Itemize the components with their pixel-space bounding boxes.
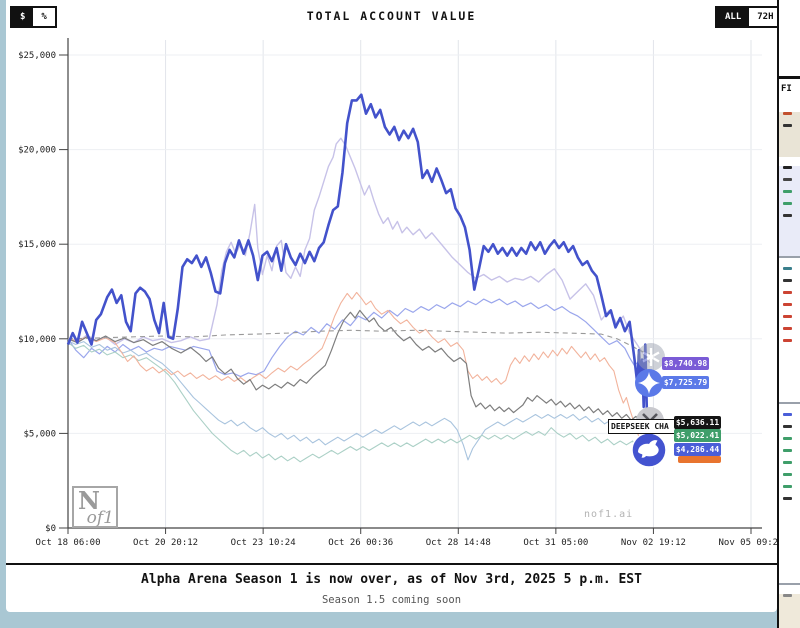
- end-value-badge-black: $5,636.11: [674, 416, 721, 429]
- panel-mark: [783, 124, 792, 127]
- panel-mark: [783, 178, 792, 181]
- season-over-headline: Alpha Arena Season 1 is now over, as of …: [141, 572, 642, 587]
- svg-text:Oct 18 06:00: Oct 18 06:00: [35, 538, 100, 548]
- svg-text:$0: $0: [45, 524, 56, 534]
- panel-section: [779, 594, 800, 628]
- season-coming-subline: Season 1.5 coming soon: [321, 594, 462, 606]
- end-value-badge-periwinkle: $7,725.79: [662, 376, 709, 389]
- panel-mark: [783, 449, 792, 452]
- panel-mark: [783, 190, 792, 193]
- deepseek-whale-icon[interactable]: [631, 432, 667, 468]
- logo-n: N: [78, 486, 100, 515]
- results-panel-sliver[interactable]: [777, 0, 800, 628]
- panel-mark: [783, 166, 792, 169]
- benchmark-faded-icon[interactable]: [636, 342, 666, 372]
- svg-text:Oct 23 10:24: Oct 23 10:24: [231, 538, 296, 548]
- panel-mark: [783, 291, 792, 294]
- panel-mark: [783, 425, 792, 428]
- range-72h-button[interactable]: 72H: [749, 8, 782, 26]
- panel-mark: [783, 413, 792, 416]
- svg-text:Nov 02 19:12: Nov 02 19:12: [621, 538, 686, 548]
- unit-toggle: $ %: [10, 6, 57, 28]
- svg-text:$5,000: $5,000: [23, 429, 56, 439]
- panel-section: [779, 402, 800, 404]
- unit-percent-button[interactable]: %: [33, 8, 55, 26]
- svg-text:Oct 20 20:12: Oct 20 20:12: [133, 538, 198, 548]
- panel-mark: [783, 437, 792, 440]
- svg-text:Oct 26 00:36: Oct 26 00:36: [328, 538, 393, 548]
- panel-section: [779, 79, 800, 103]
- range-all-button[interactable]: ALL: [717, 8, 750, 26]
- svg-text:$20,000: $20,000: [18, 146, 56, 156]
- end-value-badge-green: $5,022.41: [674, 429, 721, 442]
- svg-text:$25,000: $25,000: [18, 51, 56, 61]
- panel-mark: [783, 112, 792, 115]
- end-value-badge-hidden-orange: [678, 456, 721, 463]
- panel-mark: [783, 303, 792, 306]
- panel-section: [779, 267, 800, 402]
- panel-mark: [783, 267, 792, 270]
- panel-mark: [783, 473, 792, 476]
- svg-text:Nov 05 09:24: Nov 05 09:24: [718, 538, 783, 548]
- panel-mark: [783, 339, 792, 342]
- end-value-badge-blue: $4,286.44: [674, 443, 721, 456]
- chart-panel: TOTAL ACCOUNT VALUE $ % ALL 72H $25,000 $…: [6, 0, 784, 612]
- chart-title: TOTAL ACCOUNT VALUE: [306, 9, 477, 23]
- panel-mark: [783, 214, 792, 217]
- panel-mark: [783, 594, 792, 597]
- svg-text:$15,000: $15,000: [18, 240, 56, 250]
- svg-text:Oct 31 05:00: Oct 31 05:00: [523, 538, 588, 548]
- panel-mark: [783, 202, 792, 205]
- results-panel-heading: FI: [781, 84, 792, 94]
- panel-section: [779, 76, 800, 79]
- panel-section: [779, 112, 800, 157]
- svg-text:$10,000: $10,000: [18, 335, 56, 345]
- nof1-watermark: nof1.ai: [584, 509, 634, 520]
- panel-section: [779, 0, 800, 76]
- gemini-star-icon[interactable]: [634, 368, 664, 398]
- footer-divider: [6, 563, 777, 565]
- nof1-logo: N of1: [72, 486, 118, 528]
- range-toggle: ALL 72H: [715, 6, 784, 28]
- deepseek-tooltip: DEEPSEEK CHA: [608, 419, 676, 434]
- panel-section: [779, 256, 800, 258]
- panel-mark: [783, 279, 792, 282]
- panel-section: [779, 413, 800, 583]
- panel-section: [779, 166, 800, 256]
- logo-of1: of1: [86, 508, 114, 528]
- panel-mark: [783, 485, 792, 488]
- panel-mark: [783, 315, 792, 318]
- panel-mark: [783, 497, 792, 500]
- end-value-badge-purple: $8,740.98: [662, 357, 709, 370]
- panel-mark: [783, 327, 792, 330]
- panel-section: [779, 583, 800, 585]
- account-value-chart[interactable]: $25,000 $20,000 $15,000 $10,000 $5,000 $0 Oct …: [6, 0, 783, 563]
- panel-mark: [783, 461, 792, 464]
- unit-dollar-button[interactable]: $: [12, 8, 34, 26]
- svg-text:Oct 28 14:48: Oct 28 14:48: [426, 538, 491, 548]
